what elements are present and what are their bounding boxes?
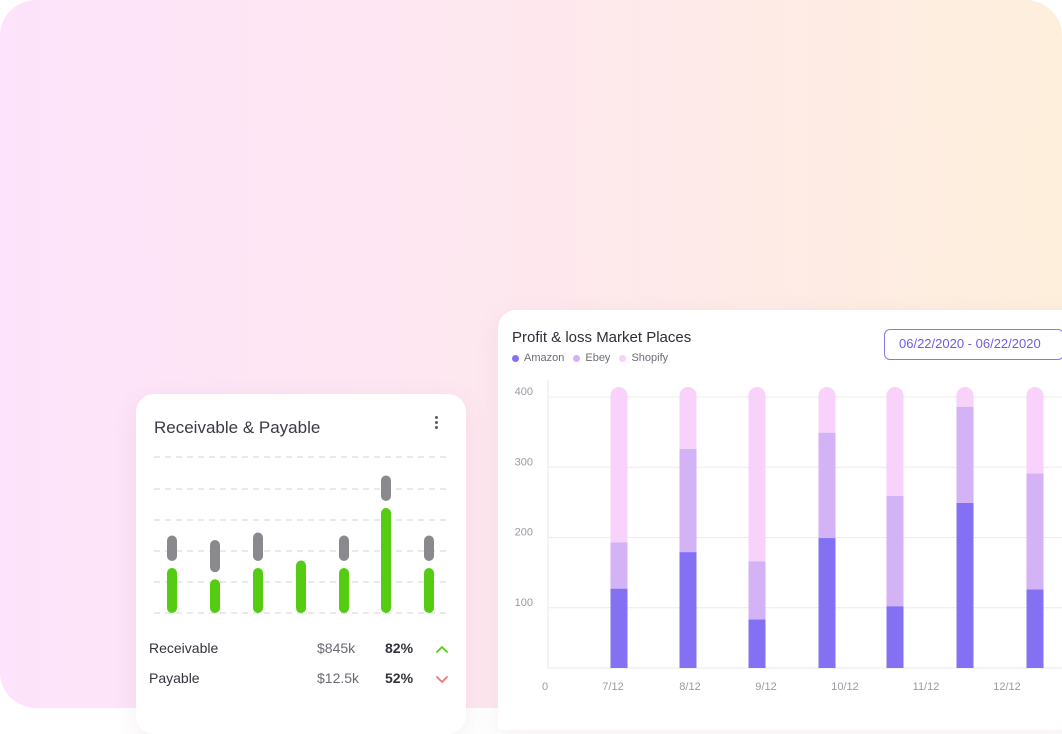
bar-shopify [886, 395, 904, 496]
bar-ebey [818, 432, 836, 539]
y-tick-label: 400 [515, 386, 533, 398]
bar-shopify [748, 395, 766, 562]
bar-amazon [818, 538, 836, 668]
legend-dot-ebey [573, 354, 581, 362]
payable-bar [167, 535, 177, 561]
payable-bar [424, 535, 434, 561]
x-tick-label: 9/12 [755, 681, 776, 693]
legend-dot-shopify [619, 354, 627, 362]
bar-ebey [610, 542, 628, 589]
bar-shopify [818, 395, 836, 433]
legend-item-shopify: Shopify [619, 352, 668, 364]
payable-bar [339, 535, 349, 561]
profit-loss-chart: 100 200 300 400 0 7/12 8/12 9/12 10/12 11/12 12/12 [515, 380, 1062, 693]
bar-cap [818, 387, 836, 404]
profit-loss-legend: Amazon Ebey Shopify [512, 352, 668, 364]
bar-amazon [679, 552, 697, 668]
profit-loss-title: Profit & loss Market Places [512, 329, 692, 346]
chevron-up-icon [436, 646, 448, 653]
payable-label: Payable [149, 670, 200, 686]
receivable-label: Receivable [149, 640, 219, 656]
x-tick-label: 12/12 [993, 681, 1021, 693]
bar-amazon [610, 588, 628, 668]
bar-shopify [1026, 395, 1044, 474]
bar-ebey [886, 495, 904, 607]
receivable-bar [253, 568, 263, 613]
y-tick-label: 100 [515, 597, 533, 609]
receivable-bar [424, 568, 434, 613]
bar-ebey [956, 406, 974, 503]
legend-label-ebey: Ebey [585, 352, 611, 364]
payable-bar [210, 540, 220, 573]
x-tick-label: 10/12 [831, 681, 859, 693]
payable-amount: $12.5k [317, 670, 360, 686]
bar-amazon [956, 502, 974, 668]
receivable-payable-chart [154, 456, 448, 614]
legend-label-shopify: Shopify [631, 352, 669, 364]
bar-shopify [679, 395, 697, 449]
bar-cap [679, 387, 697, 404]
receivable-payable-card: Receivable & Payable Receivable $845k 82… [136, 394, 466, 734]
bar-ebey [679, 448, 697, 553]
bar-ebey [748, 561, 766, 620]
payable-bar [381, 475, 391, 501]
x-tick-label: 7/12 [602, 681, 623, 693]
x-tick-label: 0 [542, 681, 548, 693]
receivable-percent: 82% [385, 640, 414, 656]
y-tick-label: 300 [515, 456, 533, 468]
bar-amazon [748, 619, 766, 668]
receivable-bar [296, 560, 306, 613]
bar-amazon [886, 606, 904, 668]
receivable-row: Receivable $845k 82% [149, 640, 449, 660]
bar-amazon [1026, 589, 1044, 668]
receivable-payable-title: Receivable & Payable [154, 418, 321, 437]
chevron-down-icon [436, 676, 448, 683]
bar-cap [610, 387, 628, 404]
payable-row: Payable $12.5k 52% [149, 670, 449, 690]
bar-cap [748, 387, 766, 404]
legend-item-ebey: Ebey [573, 352, 610, 364]
bar-cap [886, 387, 904, 404]
legend-item-amazon: Amazon [512, 352, 564, 364]
receivable-amount: $845k [317, 640, 356, 656]
kebab-menu-icon[interactable] [430, 414, 442, 436]
date-range-picker[interactable]: 06/22/2020 - 06/22/2020 [884, 329, 1062, 360]
x-tick-label: 11/12 [913, 681, 940, 693]
x-tick-label: 8/12 [679, 681, 700, 693]
receivable-bar [167, 568, 177, 613]
payable-bar [253, 532, 263, 561]
bar-cap [1026, 387, 1044, 404]
receivable-bar [339, 568, 349, 613]
payable-percent: 52% [385, 670, 414, 686]
bar-ebey [1026, 473, 1044, 590]
receivable-bar [381, 508, 391, 613]
bar-cap [956, 387, 974, 404]
y-tick-label: 200 [515, 527, 533, 539]
receivable-bar [210, 579, 220, 613]
legend-dot-amazon [512, 354, 519, 362]
bar-shopify [610, 395, 628, 543]
profit-loss-card: Profit & loss Market Places Amazon Ebey … [498, 310, 1062, 730]
legend-label-amazon: Amazon [524, 352, 565, 364]
